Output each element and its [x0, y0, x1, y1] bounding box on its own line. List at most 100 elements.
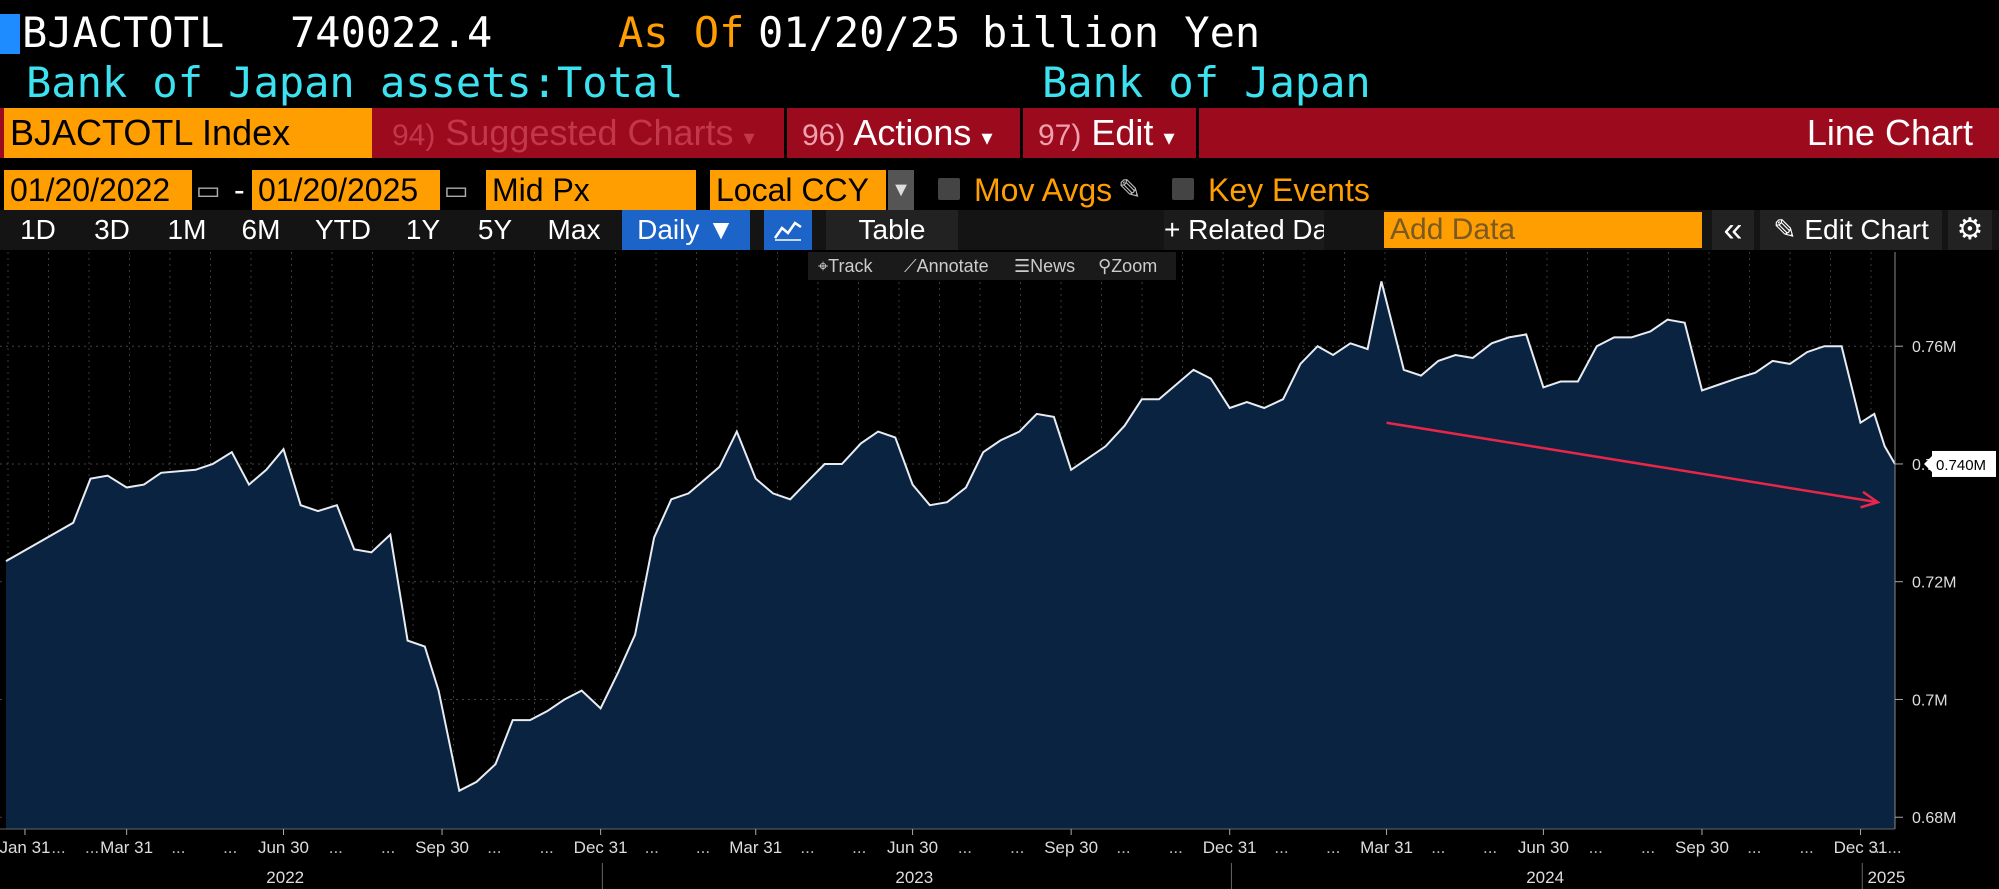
- currency-select[interactable]: Local CCY: [710, 170, 886, 210]
- x-tick-ellipsis: ...: [1589, 838, 1603, 857]
- suggested-charts-label: Suggested Charts: [445, 112, 734, 153]
- range-bar: 1D 3D 1M 6M YTD 1Y 5Y Max Daily ▼ Table …: [0, 210, 1999, 250]
- chevron-down-icon[interactable]: ▼: [888, 170, 914, 210]
- calendar-icon[interactable]: ▭: [443, 175, 469, 205]
- command-bar: BJACTOTL Index 94) Suggested Charts ▾ 96…: [0, 108, 1999, 158]
- actions-number: 96): [802, 119, 846, 152]
- key-events-label[interactable]: Key Events: [1208, 172, 1370, 208]
- edit-chart-label: Edit Chart: [1804, 214, 1929, 245]
- x-tick-ellipsis: ...: [85, 838, 99, 857]
- range-max-button[interactable]: Max: [547, 214, 601, 245]
- x-tick-ellipsis: ...: [1169, 838, 1183, 857]
- calendar-icon[interactable]: ▭: [195, 175, 221, 205]
- x-tick-label: Mar 31: [100, 838, 153, 857]
- x-tick-ellipsis: ...: [696, 838, 710, 857]
- pencil-icon: ✎: [1773, 214, 1805, 245]
- security-description-row: Bank of Japan assets:Total Bank of Japan: [0, 58, 1999, 108]
- x-tick-ellipsis: ...: [1800, 838, 1814, 857]
- line-chart-icon[interactable]: [764, 210, 812, 250]
- x-tick-label: Mar 31: [1360, 838, 1413, 857]
- y-tick-label: 0.72M: [1912, 575, 1956, 592]
- track-label: Track: [828, 256, 873, 276]
- trend-arrow-head: [1860, 490, 1881, 509]
- last-value-pointer: [1924, 455, 1932, 472]
- zoom-tool[interactable]: ⚲ Zoom: [1098, 252, 1157, 280]
- x-tick-ellipsis: ...: [1870, 838, 1884, 857]
- collapse-icon[interactable]: «: [1712, 210, 1754, 250]
- chart-type-label: Line Chart: [1806, 112, 1973, 153]
- x-tick-label: Dec 31: [1203, 838, 1257, 857]
- x-tick-ellipsis: ...: [1431, 838, 1445, 857]
- last-value: 740022.4: [290, 8, 493, 57]
- selection-marker: [0, 14, 20, 54]
- x-tick-label: Jan 31: [0, 838, 50, 857]
- x-tick-ellipsis: ...: [1010, 838, 1024, 857]
- actions-label: Actions: [853, 112, 972, 153]
- table-button[interactable]: Table: [826, 210, 958, 250]
- actions-menu[interactable]: 96) Actions ▾: [788, 108, 1020, 158]
- trend-arrow-line: [1386, 421, 1878, 504]
- x-tick-ellipsis: ...: [852, 838, 866, 857]
- edit-chart-button[interactable]: ✎ Edit Chart: [1760, 210, 1942, 250]
- chevron-down-icon: ▾: [1163, 125, 1175, 150]
- x-tick-ellipsis: ...: [223, 838, 237, 857]
- suggested-charts-number: 94): [392, 119, 436, 152]
- range-6m-button[interactable]: 6M: [241, 214, 281, 245]
- edit-menu[interactable]: 97) Edit ▾: [1024, 108, 1196, 158]
- date-separator: -: [234, 172, 245, 208]
- edit-number: 97): [1038, 119, 1082, 152]
- start-date-field[interactable]: 01/20/2022: [4, 170, 192, 210]
- x-tick-ellipsis: ...: [171, 838, 185, 857]
- range-1y-button[interactable]: 1Y: [405, 214, 441, 245]
- add-data-input[interactable]: Add Data: [1384, 212, 1702, 248]
- x-tick-ellipsis: ...: [958, 838, 972, 857]
- mov-avgs-label[interactable]: Mov Avgs: [974, 172, 1113, 208]
- x-tick-ellipsis: ...: [1641, 838, 1655, 857]
- x-tick-ellipsis: ...: [540, 838, 554, 857]
- divider: [1020, 108, 1023, 158]
- range-1d-button[interactable]: 1D: [20, 214, 56, 245]
- zoom-label: Zoom: [1111, 256, 1158, 276]
- as-of-label: As Of: [618, 8, 745, 57]
- year-label: 2024: [1526, 868, 1564, 887]
- gear-icon[interactable]: ⚙: [1948, 210, 1992, 250]
- chart-toolbar: ⌖ Track ⟋ Annotate ☰ News ⚲ Zoom: [808, 252, 1176, 280]
- price-field-select[interactable]: Mid Px: [486, 170, 696, 210]
- x-tick-ellipsis: ...: [1116, 838, 1130, 857]
- x-tick-ellipsis: ...: [487, 838, 501, 857]
- x-tick-ellipsis: ...: [1483, 838, 1497, 857]
- security-source: Bank of Japan: [1042, 58, 1371, 107]
- range-ytd-button[interactable]: YTD: [315, 214, 371, 245]
- related-data-button[interactable]: + Related Data: [1164, 210, 1324, 250]
- pencil-icon[interactable]: ✎: [1118, 174, 1142, 205]
- mov-avgs-checkbox[interactable]: [938, 178, 960, 200]
- news-label: News: [1030, 256, 1076, 276]
- x-tick-label: Sep 30: [415, 838, 469, 857]
- x-tick-ellipsis: ...: [645, 838, 659, 857]
- series-line: [5, 281, 1896, 793]
- x-tick-ellipsis: ...: [381, 838, 395, 857]
- security-description: Bank of Japan assets:Total: [26, 58, 684, 107]
- divider: [1196, 108, 1199, 158]
- suggested-charts-menu[interactable]: 94) Suggested Charts ▾: [378, 108, 784, 158]
- x-tick-ellipsis: ...: [800, 838, 814, 857]
- end-date-field[interactable]: 01/20/2025: [252, 170, 440, 210]
- x-axis: Jan 31...... Mar 31...... Jun 30...... Sep …: [0, 828, 1905, 889]
- key-events-checkbox[interactable]: [1172, 178, 1194, 200]
- frequency-select[interactable]: Daily ▼: [622, 210, 750, 250]
- security-header: BJACTOTL 740022.4 As Of 01/20/25 billion…: [0, 8, 1999, 58]
- as-of-date: 01/20/25: [758, 8, 961, 57]
- divider: [784, 108, 787, 158]
- security-field[interactable]: BJACTOTL Index: [4, 108, 372, 158]
- edit-label: Edit: [1091, 112, 1154, 153]
- track-tool[interactable]: ⌖ Track: [818, 252, 872, 280]
- x-tick-label: Jun 30: [1518, 838, 1569, 857]
- annotate-tool[interactable]: ⟋ Annotate: [904, 252, 989, 280]
- range-1m-button[interactable]: 1M: [167, 214, 207, 245]
- range-5y-button[interactable]: 5Y: [477, 214, 513, 245]
- year-label: 2023: [895, 868, 933, 887]
- range-3d-button[interactable]: 3D: [94, 214, 130, 245]
- news-tool[interactable]: ☰ News: [1014, 252, 1075, 280]
